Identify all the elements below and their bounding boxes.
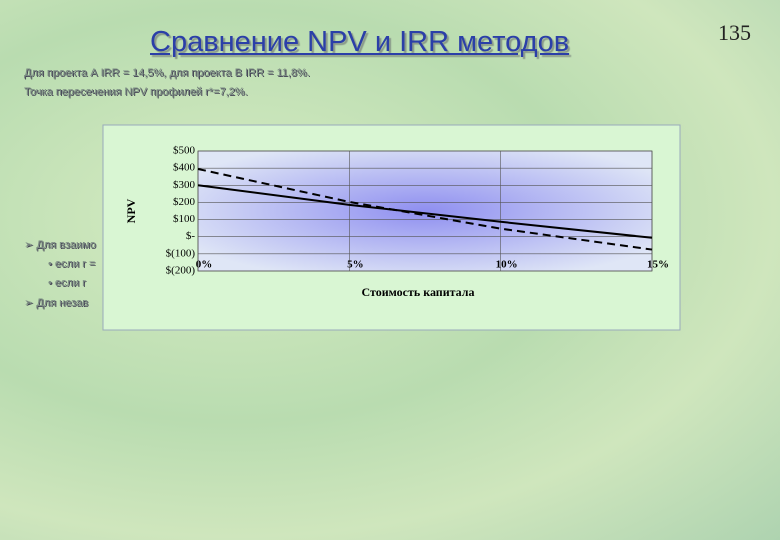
bullet: • если r	[48, 277, 86, 289]
bullet: • если r =	[48, 258, 96, 270]
y-tick-label: $-	[186, 230, 196, 242]
bullet-text: если r	[54, 277, 86, 289]
x-tick-label: 5%	[347, 259, 364, 271]
y-axis-label: NPV	[124, 198, 138, 223]
x-tick-label: 10%	[496, 259, 518, 271]
text-line: Точка пересечения NPV профилей r*=7,2%.	[24, 86, 248, 98]
bullet-text: если r =	[54, 258, 96, 270]
page-number: 135	[718, 20, 751, 45]
bullet: ➢ Для незав	[24, 297, 89, 309]
y-tick-label: $(200)	[166, 265, 196, 277]
line-series	[197, 168, 653, 251]
bullet-text: Для незав	[36, 297, 89, 309]
bullet: ➢ Для взаимо	[24, 239, 96, 251]
y-tick-label: $500	[173, 145, 196, 157]
x-axis-label: Стоимость капитала	[361, 285, 474, 299]
plot-area	[198, 151, 652, 271]
y-tick-label: $(100)	[166, 247, 196, 259]
y-tick-label: $100	[173, 213, 196, 225]
line-series	[197, 184, 653, 239]
x-tick-label: 0%	[196, 259, 213, 271]
text-line: Для проекта А IRR = 14,5%, для проекта В…	[24, 67, 310, 79]
x-tick-label: 15%	[647, 259, 669, 271]
y-tick-label: $200	[173, 196, 196, 208]
bullet-text: Для взаимо	[36, 239, 96, 251]
y-tick-label: $300	[173, 179, 196, 191]
y-tick-label: $400	[173, 162, 196, 174]
slide-title: Сравнение NPV и IRR методов	[150, 26, 570, 58]
plot-border	[197, 150, 653, 272]
